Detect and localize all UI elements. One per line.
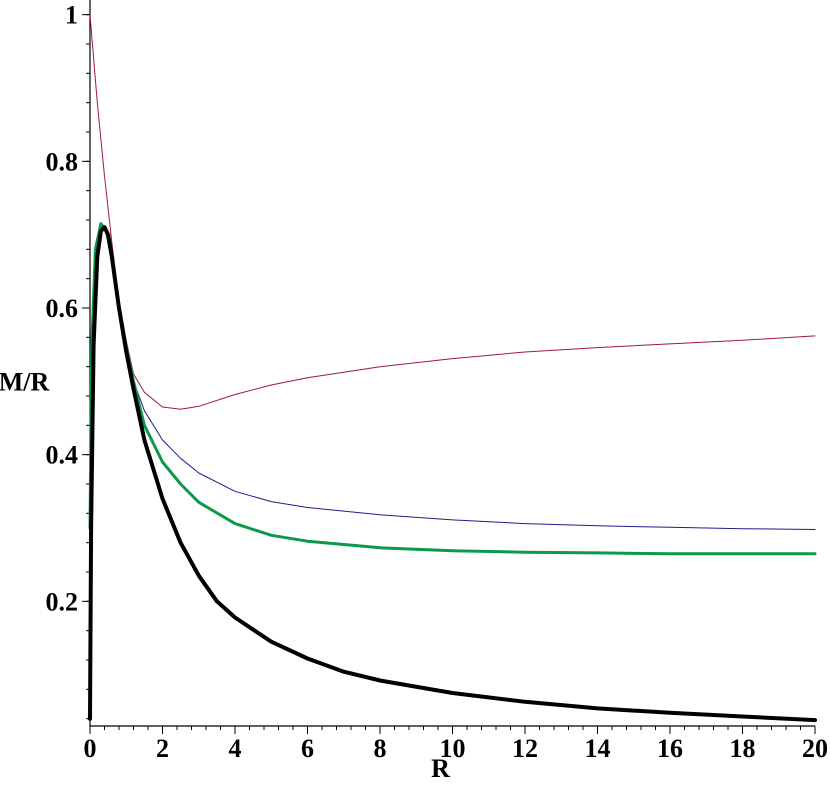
y-tick-label: 0.8 bbox=[46, 147, 79, 176]
x-tick-label: 14 bbox=[585, 734, 611, 763]
x-tick-label: 20 bbox=[802, 734, 828, 763]
x-tick-label: 0 bbox=[84, 734, 97, 763]
minor-ticks bbox=[86, 14, 816, 730]
y-tick-label: 0.6 bbox=[46, 294, 79, 323]
series-line-4 bbox=[88, 225, 817, 723]
series-line-2 bbox=[89, 223, 816, 530]
x-tick-label: 18 bbox=[730, 734, 756, 763]
x-tick-label: 12 bbox=[512, 734, 538, 763]
x-tick-label: 6 bbox=[301, 734, 314, 763]
x-tick-label: 2 bbox=[156, 734, 169, 763]
series-layer bbox=[88, 14, 817, 723]
axes bbox=[82, 0, 816, 734]
x-tick-label: 16 bbox=[657, 734, 683, 763]
x-tick-label: 4 bbox=[229, 734, 242, 763]
series-line-3 bbox=[88, 222, 817, 556]
major-ticks bbox=[82, 14, 816, 734]
y-tick-label: 0.4 bbox=[46, 441, 79, 470]
y-tick-label: 1 bbox=[65, 1, 78, 30]
x-tick-label: 8 bbox=[374, 734, 387, 763]
x-tick-label: 10 bbox=[440, 734, 466, 763]
y-tick-label: 0.2 bbox=[46, 587, 79, 616]
x-axis-title: R bbox=[431, 754, 450, 783]
y-axis-title: M/R bbox=[0, 367, 49, 396]
series-line-1 bbox=[89, 14, 816, 410]
tick-labels: 0 2 4 6 8 10 12 14 16 18 20 0.2 0.4 0.6 0.8 1 bbox=[46, 1, 829, 763]
